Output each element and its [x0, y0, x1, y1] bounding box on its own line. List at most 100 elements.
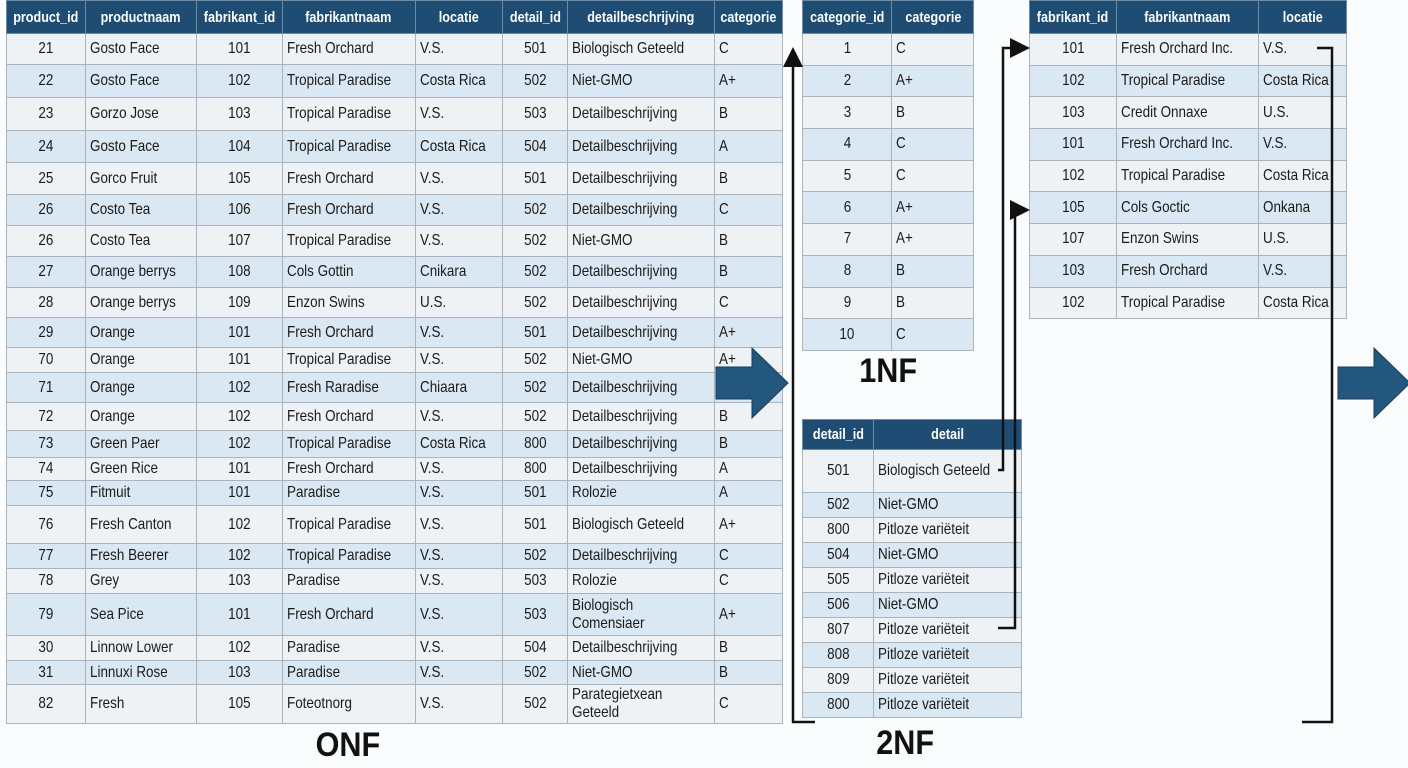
header-row: detail_id detail	[802, 419, 1022, 450]
table-cell: Costo Tea	[84, 225, 197, 257]
cell-text: C	[896, 135, 907, 153]
cell-text: V.S.	[419, 460, 444, 477]
table-cell: Gosto Face	[84, 64, 197, 98]
table-cell: V.S.	[414, 347, 503, 373]
cell-text: Fresh Orchard	[286, 605, 374, 623]
cell-text: Chiaara	[419, 378, 467, 396]
table-cell: 101	[195, 347, 283, 373]
cell-text: Biologisch Geteeld	[571, 515, 685, 533]
cell-text: Pitloze variëteit	[878, 646, 970, 663]
table-cell: Cols Goctic	[1115, 191, 1260, 225]
table-cell: V.S.	[1258, 254, 1347, 288]
cell-text: 102	[228, 435, 251, 452]
table-cell: Fresh Orchard	[281, 593, 416, 636]
cell-text: 101	[228, 460, 251, 477]
table-cell: Niet-GMO	[566, 347, 715, 373]
cell-text: Costa Rica	[1263, 293, 1330, 311]
table-row: 809 Pitloze variëteit	[802, 667, 1022, 693]
cell-text: V.S.	[419, 407, 444, 425]
cell-text: 2	[843, 72, 851, 90]
table-cell: 800	[802, 692, 874, 718]
table-cell: 105	[195, 684, 283, 724]
table-cell: 502	[501, 543, 568, 569]
table-cell: 7	[801, 223, 893, 256]
table-cell: 71	[6, 372, 86, 403]
table-cell: 79	[6, 593, 86, 636]
table-cell: Orange	[84, 372, 197, 403]
table-cell: A+	[713, 64, 783, 98]
cell-text: V.S.	[419, 515, 444, 533]
cell-text: C	[896, 40, 907, 58]
table-cell: A+	[891, 223, 975, 256]
cell-text: V.S.	[419, 547, 444, 564]
table-cell: B	[713, 256, 783, 288]
cell-text: 70	[38, 351, 54, 368]
cell-text: A	[718, 460, 728, 477]
table-row: 72 Orange 102 Fresh Orchard V.S. 502 Detailbes…	[6, 402, 783, 431]
cell-text: V.S.	[419, 639, 444, 656]
table-cell: Fresh Orchard	[281, 317, 416, 348]
cell-text: C	[718, 695, 729, 712]
table-cell: Costa Rica	[414, 430, 503, 458]
table-cell: V.S.	[414, 457, 503, 481]
table-cell: Detailbeschrijving	[566, 194, 715, 226]
table-cell: V.S.	[414, 593, 503, 636]
table-cell: Tropical Paradise	[281, 130, 416, 163]
cell-text: V.S.	[419, 169, 444, 187]
table-cell: Orange	[84, 317, 197, 348]
table-cell: 102	[195, 505, 283, 544]
column-header-text: fabrikant_id	[203, 8, 275, 26]
column-header-text: detail_id	[812, 426, 864, 443]
column-header: locatie	[414, 0, 503, 34]
cell-text: Linnuxi Rose	[89, 663, 168, 681]
cell-text: Costa Rica	[419, 137, 486, 155]
table-cell: 82	[6, 684, 86, 724]
cell-text: A+	[718, 351, 736, 368]
table-cell: A+	[713, 317, 783, 348]
column-header-text: product_id	[13, 8, 79, 26]
table-cell: Onkana	[1258, 191, 1347, 225]
cell-text: Fresh Orchard	[286, 40, 374, 57]
cell-text: 28	[38, 293, 54, 311]
cell-text: Fitmuit	[89, 484, 130, 501]
table-cell: Gosto Face	[84, 33, 197, 65]
column-header: fabrikantnaam	[1115, 0, 1260, 34]
table-cell: V.S.	[414, 225, 503, 257]
cell-text: 800	[826, 696, 850, 713]
cell-text: Rolozie	[571, 572, 617, 589]
cell-text: 502	[523, 663, 547, 681]
cell-text: Orange	[89, 323, 135, 341]
table-cell: A	[713, 480, 783, 506]
table-cell: Detailbeschrijving	[566, 372, 715, 403]
table-cell: 502	[501, 660, 568, 685]
cell-text: 3	[843, 103, 851, 121]
table-cell: Costa Rica	[1258, 64, 1347, 98]
table-row: 82 Fresh 105 Foteotnorg V.S. 502 Parategietxea…	[6, 684, 783, 724]
cell-text: Sea Pice	[89, 605, 144, 623]
detail-to-fabrikant-arrow	[998, 38, 1030, 472]
cell-text: Tropical Paradise	[286, 547, 391, 564]
cell-text: Detailbeschrijving	[571, 460, 678, 477]
cell-text: 103	[228, 663, 251, 681]
table-cell: Fresh	[84, 684, 197, 724]
column-header-text: categorie_id	[810, 8, 885, 26]
column-header: categorie_id	[801, 0, 893, 34]
cell-text: Fresh Orchard	[1121, 262, 1208, 280]
cell-text: 103	[1061, 103, 1085, 121]
cell-text: Fresh Beerer	[89, 547, 168, 564]
cell-text: Biologisch Comensiaer	[571, 596, 645, 632]
table-row: 2 A+	[801, 64, 975, 98]
table-row: 103 Fresh Orchard V.S.	[1029, 254, 1347, 288]
table-cell: 22	[6, 64, 86, 98]
table-cell: 1	[801, 33, 893, 66]
table-cell: B	[713, 660, 783, 685]
cell-text: 502	[523, 72, 547, 89]
cell-text: A	[718, 137, 728, 155]
cell-text: Enzon Swins	[1121, 230, 1199, 248]
table-cell: C	[891, 318, 975, 351]
table-cell: 76	[6, 505, 86, 544]
cell-text: Tropical Paradise	[1121, 293, 1226, 311]
cell-text: Paradise	[286, 639, 340, 656]
table-row: 7 A+	[801, 223, 975, 256]
